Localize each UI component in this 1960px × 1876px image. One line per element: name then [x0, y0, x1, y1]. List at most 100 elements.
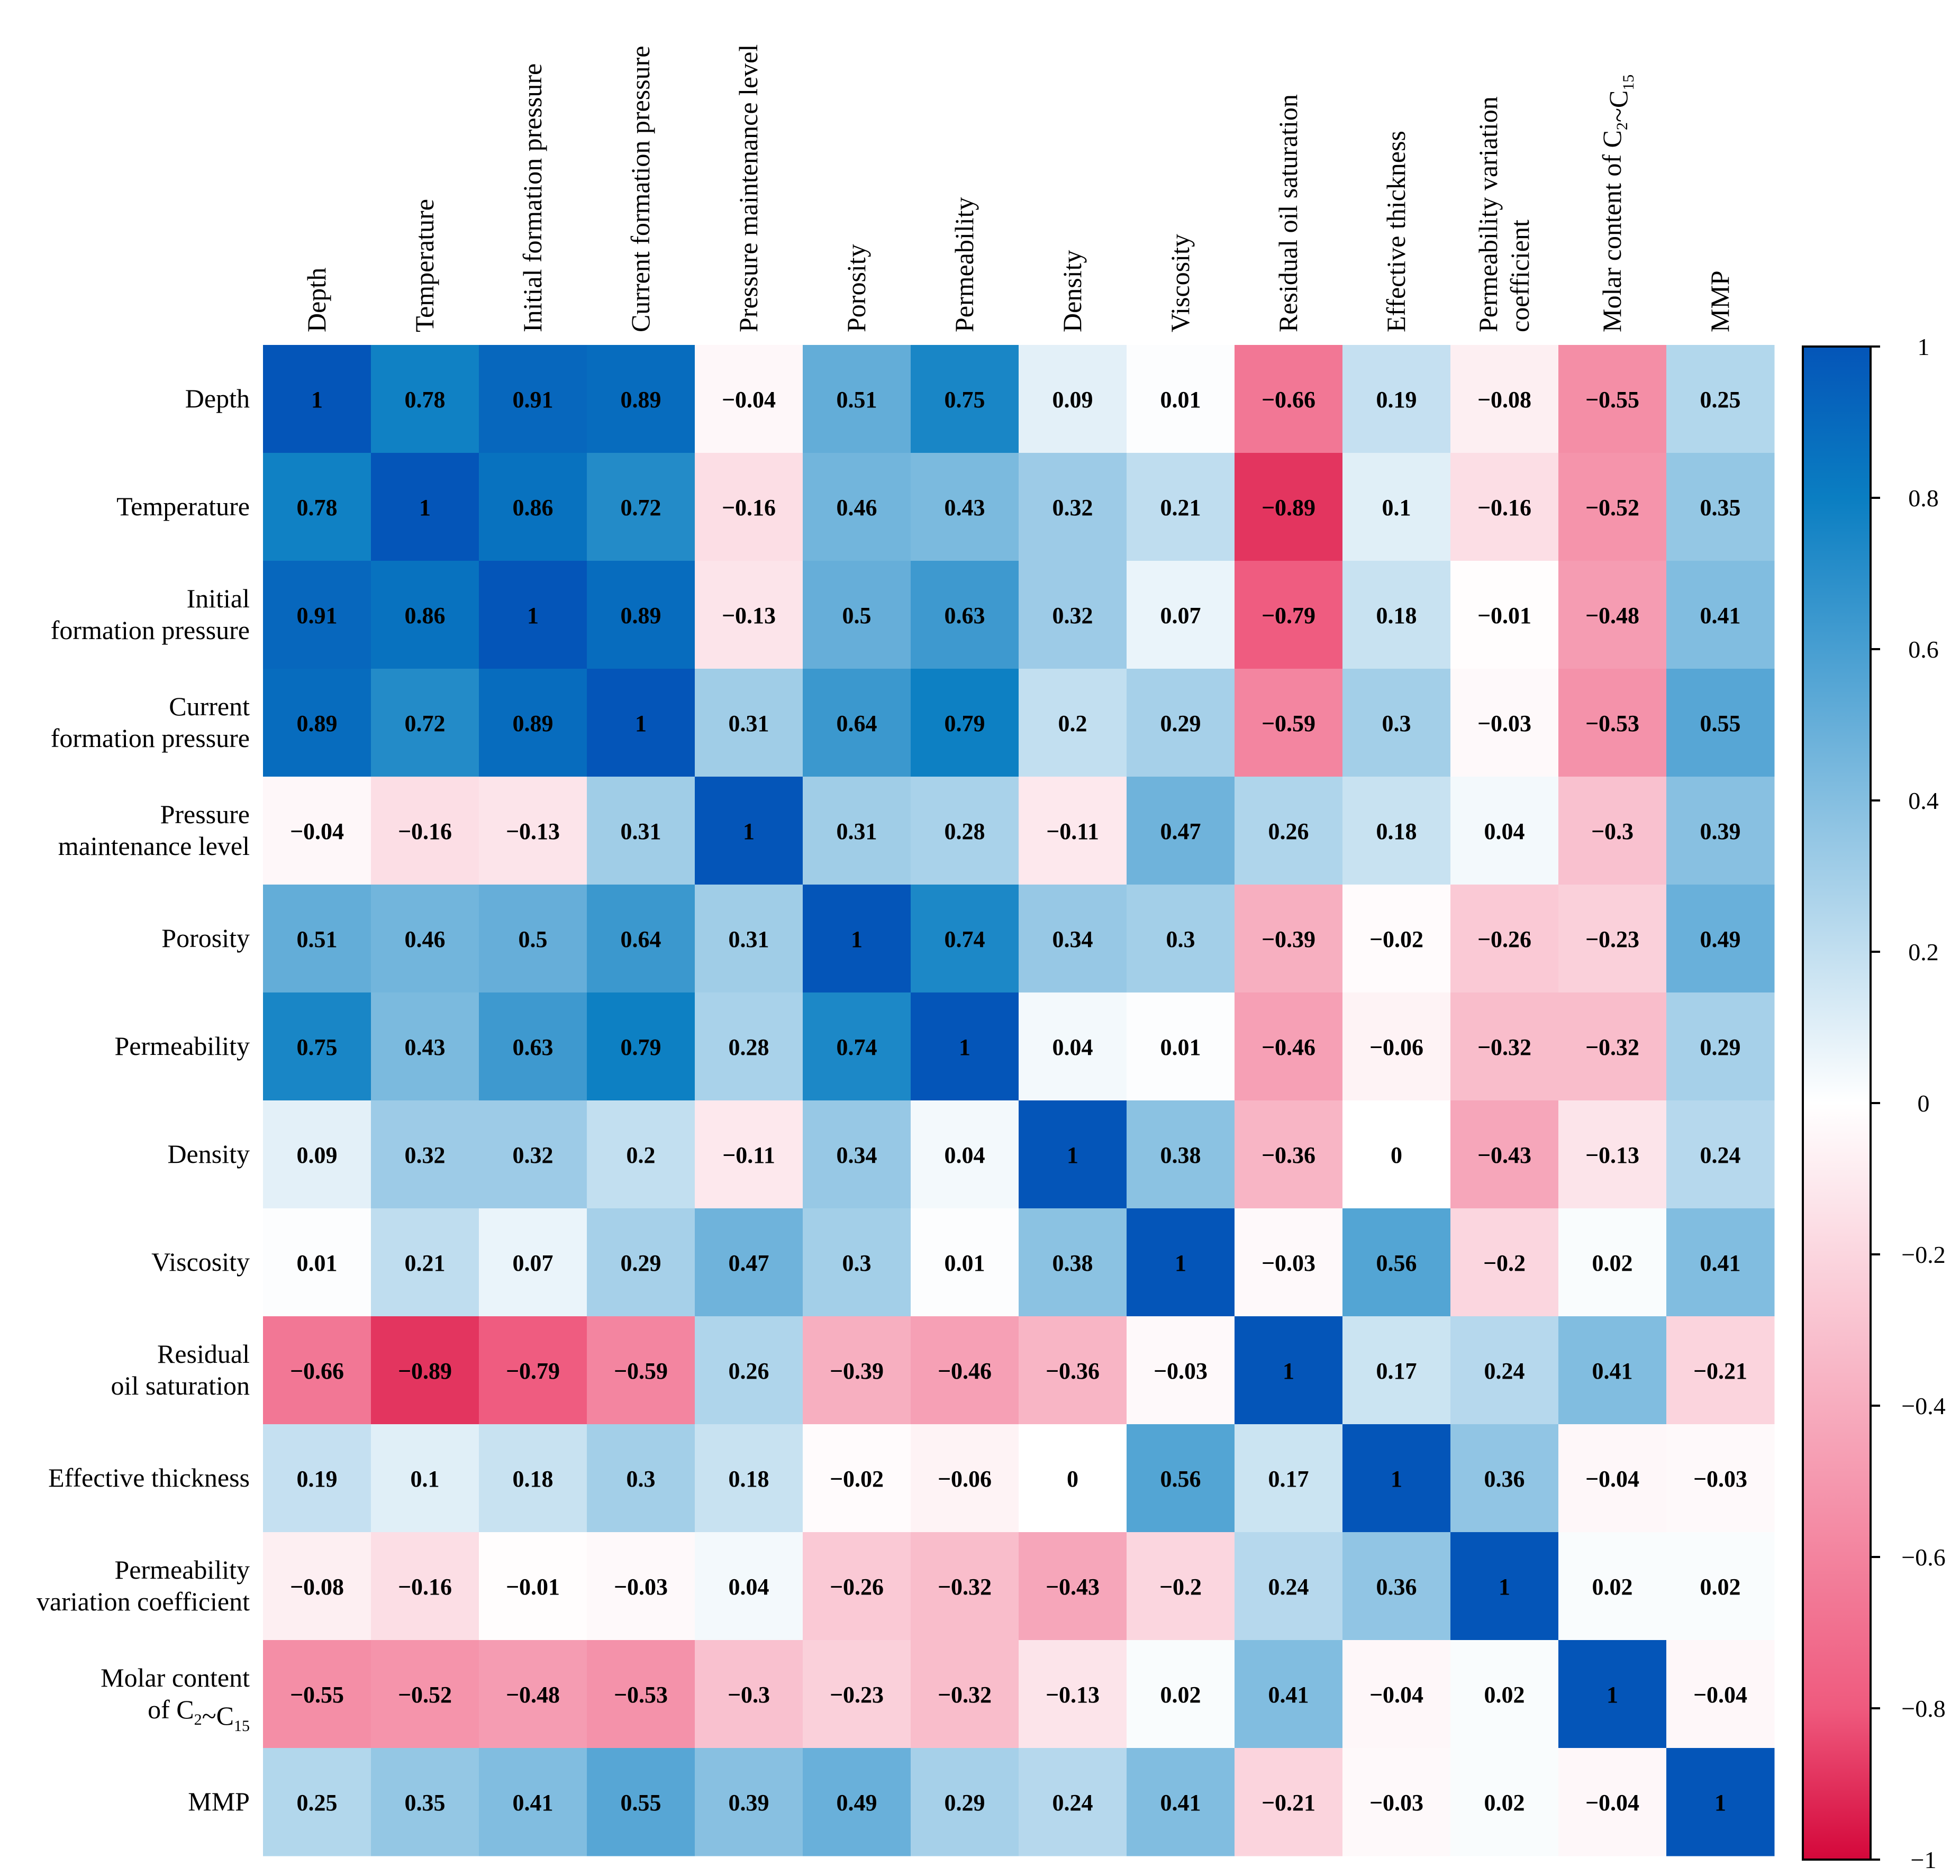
row-label: Effective thickness	[48, 1463, 250, 1492]
cell-value-label: −0.04	[1585, 1466, 1639, 1492]
column-labels: Depth Temperature Initial formation pressu…	[302, 44, 1735, 332]
cell-value-label: −0.08	[1477, 387, 1531, 413]
cell-value-label: −0.16	[1477, 495, 1531, 521]
cell-value-label: −0.06	[938, 1466, 992, 1492]
heatmap-cell	[1235, 1424, 1343, 1533]
cell-value-label: 0.3	[1166, 926, 1195, 952]
cell-value-label: −0.02	[1369, 926, 1423, 952]
heatmap-cell	[803, 1748, 911, 1856]
cell-value-label: 0.46	[405, 926, 446, 952]
heatmap-cell	[1450, 1208, 1559, 1317]
heatmap-cell	[1558, 1640, 1667, 1748]
heatmap-cell	[479, 992, 587, 1101]
heatmap-cells: 1 0.78 0.91 0.89 −0.04 0.51 0.75 0.09 0.01 −0.66 0…	[263, 345, 1775, 1856]
heatmap-cell	[263, 1424, 371, 1533]
heatmap-cell	[1235, 1100, 1343, 1209]
cell-value-label: 0.32	[1052, 495, 1093, 521]
cell-value-label: 1	[851, 926, 863, 952]
heatmap-cell	[695, 453, 803, 561]
column-label: MMP	[1705, 270, 1735, 332]
heatmap-cell	[371, 777, 479, 885]
heatmap-cell	[1127, 1208, 1235, 1317]
heatmap-cell	[263, 1208, 371, 1317]
cell-value-label: 0.2	[1058, 711, 1087, 736]
row-label: maintenance level	[58, 831, 250, 861]
row-label: Permeability	[115, 1031, 250, 1061]
cell-value-label: −0.03	[1369, 1790, 1423, 1816]
colorbar-tick-label: 0.2	[1908, 939, 1939, 966]
column-label: Current formation pressure	[625, 45, 655, 332]
heatmap-cell	[1127, 1424, 1235, 1533]
cell-value-label: −0.23	[1585, 926, 1639, 952]
heatmap-cell	[1666, 1532, 1775, 1641]
cell-value-label: 0.41	[1160, 1790, 1201, 1816]
heatmap-cell	[479, 1748, 587, 1856]
cell-value-label: 0.39	[729, 1790, 769, 1816]
heatmap-cell	[803, 1532, 911, 1641]
cell-value-label: 0.64	[621, 926, 661, 952]
cell-value-label: 0.02	[1592, 1250, 1633, 1276]
heatmap-cell	[371, 1100, 479, 1209]
cell-value-label: −0.89	[1262, 495, 1315, 521]
heatmap-cell	[1450, 1532, 1559, 1641]
heatmap-cell	[263, 453, 371, 561]
cell-value-label: −0.03	[1154, 1358, 1208, 1384]
cell-value-label: −0.21	[1693, 1358, 1747, 1384]
cell-value-label: 0.31	[729, 711, 769, 736]
heatmap-cell	[479, 1316, 587, 1425]
cell-value-label: −0.48	[1585, 603, 1639, 629]
heatmap-cell	[1666, 1424, 1775, 1533]
cell-value-label: 0.01	[945, 1250, 985, 1276]
cell-value-label: 0.79	[621, 1034, 661, 1060]
row-label: Molar content	[101, 1663, 250, 1692]
cell-value-label: 0.29	[1160, 711, 1201, 736]
cell-value-label: −0.11	[722, 1142, 775, 1168]
cell-value-label: −0.3	[1591, 818, 1634, 844]
column-label: Density	[1057, 250, 1087, 332]
heatmap-cell	[1019, 1316, 1127, 1425]
cell-value-label: 0.39	[1700, 818, 1741, 844]
row-label: Current	[169, 691, 250, 721]
cell-value-label: 0.3	[627, 1466, 656, 1492]
column-label: Permeability	[949, 197, 979, 333]
heatmap-cell	[695, 1640, 803, 1748]
heatmap-cell	[803, 669, 911, 777]
heatmap-cell	[803, 1316, 911, 1425]
heatmap-cell	[1342, 1748, 1451, 1856]
cell-value-label: 0.31	[837, 818, 877, 844]
cell-value-label: 0.04	[945, 1142, 985, 1168]
cell-value-label: −0.55	[1585, 387, 1639, 413]
cell-value-label: −0.48	[506, 1682, 560, 1708]
heatmap-cell	[1666, 453, 1775, 561]
cell-value-label: 0.46	[837, 495, 877, 521]
column-label: Pressure maintenance level	[733, 44, 763, 332]
cell-value-label: −0.03	[1262, 1250, 1315, 1276]
heatmap-cell	[263, 1316, 371, 1425]
heatmap-cell	[1450, 669, 1559, 777]
cell-value-label: −0.39	[1262, 926, 1315, 952]
row-label: formation pressure	[51, 723, 250, 753]
cell-value-label: −0.32	[938, 1574, 992, 1600]
cell-value-label: −0.79	[1262, 603, 1315, 629]
heatmap-cell	[1235, 1208, 1343, 1317]
heatmap-cell	[1666, 345, 1775, 453]
cell-value-label: 0.78	[405, 387, 446, 413]
heatmap-cell	[479, 1208, 587, 1317]
heatmap-cell	[1666, 669, 1775, 777]
heatmap-cell	[587, 1100, 695, 1209]
heatmap-cell	[1342, 777, 1451, 885]
heatmap-cell	[1127, 777, 1235, 885]
column-label: Permeability variation	[1473, 96, 1503, 332]
cell-value-label: −0.02	[830, 1466, 884, 1492]
column-label: Effective thickness	[1381, 131, 1411, 332]
cell-value-label: −0.04	[1585, 1790, 1639, 1816]
cell-value-label: −0.32	[1477, 1034, 1531, 1060]
heatmap-cell	[1342, 992, 1451, 1101]
heatmap-cell	[695, 1748, 803, 1856]
cell-value-label: 0.34	[1052, 926, 1093, 952]
cell-value-label: 0.31	[729, 926, 769, 952]
colorbar-tick-label: 0.6	[1908, 636, 1939, 663]
heatmap-cell	[1019, 885, 1127, 993]
heatmap-cell	[479, 1424, 587, 1533]
cell-value-label: 0.74	[837, 1034, 877, 1060]
